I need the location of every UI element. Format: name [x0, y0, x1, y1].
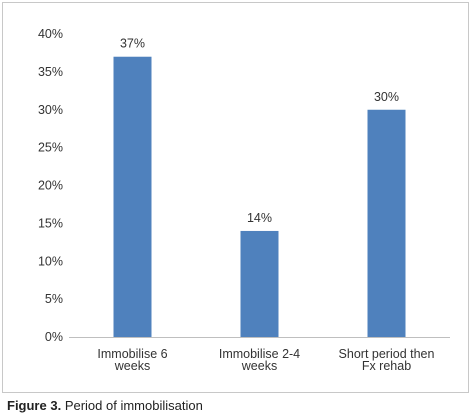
caption-label: Figure 3.: [7, 398, 62, 413]
x-category-label: Immobilise 6: [97, 347, 167, 361]
y-tick-label: 15%: [38, 216, 63, 230]
bar: [113, 56, 152, 337]
y-tick-label: 0%: [45, 330, 63, 344]
y-tick-label: 30%: [38, 103, 63, 117]
y-tick-label: 35%: [38, 65, 63, 79]
y-tick-label: 20%: [38, 179, 63, 193]
bar: [367, 109, 406, 337]
data-label: 14%: [247, 211, 272, 225]
chart-frame: [2, 2, 469, 393]
y-tick-label: 5%: [45, 292, 63, 306]
x-category-label: weeks: [114, 359, 150, 373]
caption-text: Period of immobilisation: [64, 398, 203, 413]
y-tick-label: 25%: [38, 141, 63, 155]
figure-caption: Figure 3. Period of immobilisation: [7, 398, 203, 413]
x-category-label: Short period then: [339, 347, 435, 361]
x-category-label: Fx rehab: [362, 359, 411, 373]
bar: [240, 230, 279, 337]
y-tick-label: 10%: [38, 254, 63, 268]
data-label: 37%: [120, 37, 145, 51]
data-label: 30%: [374, 90, 399, 104]
x-category-label: Immobilise 2-4: [219, 347, 300, 361]
bar-chart: 0% 5% 10% 15% 20% 25% 30% 35% 40% 37% Immobilise 6…: [38, 27, 450, 373]
x-category-label: weeks: [241, 359, 277, 373]
y-tick-label: 40%: [38, 27, 63, 41]
